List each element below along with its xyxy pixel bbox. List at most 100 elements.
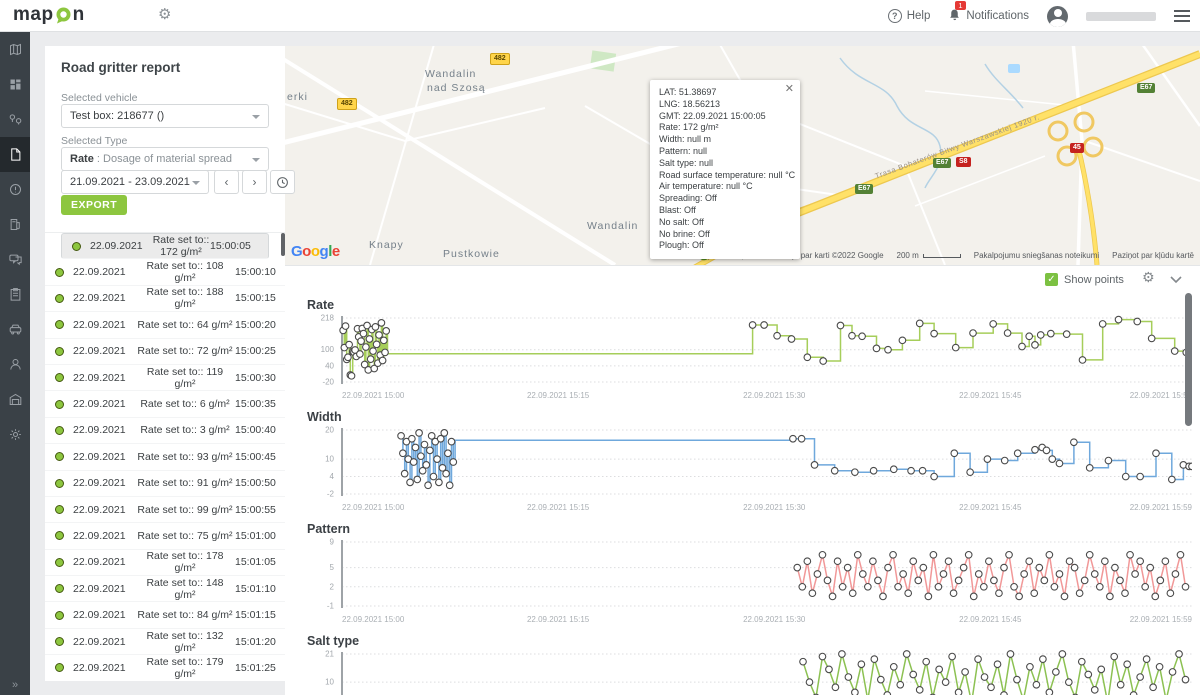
google-logo[interactable]: Google <box>291 243 340 260</box>
rail-routes-item[interactable] <box>0 102 30 137</box>
data-point[interactable] <box>851 468 859 477</box>
data-point[interactable] <box>1065 557 1074 566</box>
data-point[interactable] <box>1025 557 1034 566</box>
data-point[interactable] <box>1100 557 1109 566</box>
event-row[interactable]: 22.09.2021 Rate set to:: 99 g/m² 15:00:55 <box>45 497 285 524</box>
data-point[interactable] <box>993 660 1002 669</box>
data-point[interactable] <box>974 570 983 578</box>
data-point[interactable] <box>899 570 907 578</box>
data-point[interactable] <box>919 563 928 572</box>
data-point[interactable] <box>1151 592 1160 601</box>
data-point[interactable] <box>409 458 418 466</box>
data-point[interactable] <box>1032 680 1041 689</box>
data-point[interactable] <box>357 337 365 345</box>
data-point[interactable] <box>1026 662 1034 671</box>
data-point[interactable] <box>1039 655 1047 663</box>
data-point[interactable] <box>1146 563 1155 572</box>
map-attribution-item[interactable]: Paziņot par kļūdu kartē <box>1112 251 1194 260</box>
data-point[interactable] <box>365 335 374 343</box>
data-point[interactable] <box>980 673 989 681</box>
data-point[interactable] <box>979 582 988 591</box>
data-point[interactable] <box>1052 668 1060 676</box>
event-row[interactable]: 22.09.2021 Rate set to:: 72 g/m² 15:00:25 <box>45 339 285 365</box>
data-point[interactable] <box>1050 582 1059 591</box>
rail-garage-item[interactable] <box>0 382 30 417</box>
data-point[interactable] <box>438 463 447 472</box>
rail-reports-item[interactable] <box>0 137 30 172</box>
event-row[interactable]: 22.09.2021 Rate set to:: 172 g/m² 15:00:05 <box>61 233 269 260</box>
data-point[interactable] <box>803 557 812 566</box>
data-point[interactable] <box>869 557 877 566</box>
data-point[interactable] <box>1167 475 1176 484</box>
event-row[interactable]: 22.09.2021 Rate set to:: 108 g/m² 15:00:10 <box>45 259 285 286</box>
data-point[interactable] <box>447 437 456 446</box>
data-point[interactable] <box>1046 329 1055 338</box>
data-point[interactable] <box>1013 675 1021 684</box>
data-point[interactable] <box>869 466 878 475</box>
data-point[interactable] <box>1131 570 1139 578</box>
data-point[interactable] <box>995 589 1003 598</box>
data-point[interactable] <box>989 320 998 328</box>
data-point[interactable] <box>1070 438 1078 447</box>
data-point[interactable] <box>445 481 454 490</box>
data-point[interactable] <box>1168 668 1177 676</box>
data-point[interactable] <box>1129 691 1138 695</box>
rail-tasks-item[interactable] <box>0 277 30 312</box>
data-point[interactable] <box>1121 472 1130 481</box>
data-point[interactable] <box>1045 688 1054 695</box>
data-point[interactable] <box>883 691 892 695</box>
data-point[interactable] <box>944 557 953 566</box>
user-avatar[interactable] <box>1047 5 1068 27</box>
chart-plot[interactable]: 218 100 40 -20 22.09.2021 15:00 22.09.2021 15… <box>297 314 1196 406</box>
map-attribution-item[interactable]: Informācija par karti ©2022 Google <box>759 251 884 260</box>
data-point[interactable] <box>400 469 409 478</box>
next-period-button[interactable]: › <box>242 170 267 194</box>
data-point[interactable] <box>422 461 431 469</box>
data-point[interactable] <box>787 335 796 343</box>
data-point[interactable] <box>1176 550 1185 559</box>
data-point[interactable] <box>418 466 427 475</box>
data-point[interactable] <box>359 329 368 338</box>
data-point[interactable] <box>1149 683 1157 692</box>
data-point[interactable] <box>417 452 425 461</box>
rail-fleet-item[interactable] <box>0 312 30 347</box>
data-point[interactable] <box>1098 320 1107 328</box>
rail-dashboard-item[interactable] <box>0 67 30 102</box>
date-range-select[interactable]: 21.09.2021 - 23.09.2021 <box>61 170 209 194</box>
data-point[interactable] <box>964 550 973 559</box>
data-point[interactable] <box>1114 315 1123 324</box>
rail-settings-item[interactable] <box>0 417 30 452</box>
data-point[interactable] <box>969 329 977 337</box>
data-point[interactable] <box>987 683 995 692</box>
data-point[interactable] <box>924 592 933 601</box>
chart-plot[interactable]: 9 5 2 -1 22.09.2021 15:00 22.09.2021 15:15 22.… <box>297 538 1193 630</box>
data-point[interactable] <box>930 329 938 338</box>
data-point[interactable] <box>808 589 817 598</box>
data-point[interactable] <box>420 440 429 449</box>
data-point[interactable] <box>810 461 819 469</box>
data-point[interactable] <box>362 343 370 351</box>
data-point[interactable] <box>990 576 998 585</box>
event-row[interactable]: 22.09.2021 Rate set to:: 6 g/m² 15:00:35 <box>45 391 285 418</box>
data-point[interactable] <box>1085 463 1094 472</box>
data-point[interactable] <box>930 472 938 481</box>
data-point[interactable] <box>1031 341 1039 349</box>
data-point[interactable] <box>1181 675 1190 684</box>
prev-period-button[interactable]: ‹ <box>214 170 239 194</box>
data-point[interactable] <box>948 652 956 661</box>
data-point[interactable] <box>1060 592 1069 601</box>
event-row[interactable]: 22.09.2021 Rate set to:: 3 g/m² 15:00:40 <box>45 418 285 445</box>
charts-scrollbar[interactable] <box>1185 293 1192 426</box>
data-point[interactable] <box>442 469 450 478</box>
rail-messages-item[interactable] <box>0 242 30 277</box>
show-points-checkbox[interactable]: ✓ <box>1045 273 1058 286</box>
data-point[interactable] <box>1111 563 1119 572</box>
data-point[interactable] <box>985 557 993 566</box>
data-point[interactable] <box>1078 356 1087 364</box>
time-picker-button[interactable] <box>270 170 295 194</box>
data-point[interactable] <box>424 481 432 490</box>
data-point[interactable] <box>1020 570 1029 578</box>
data-point[interactable] <box>372 340 381 349</box>
data-point[interactable] <box>345 340 353 349</box>
